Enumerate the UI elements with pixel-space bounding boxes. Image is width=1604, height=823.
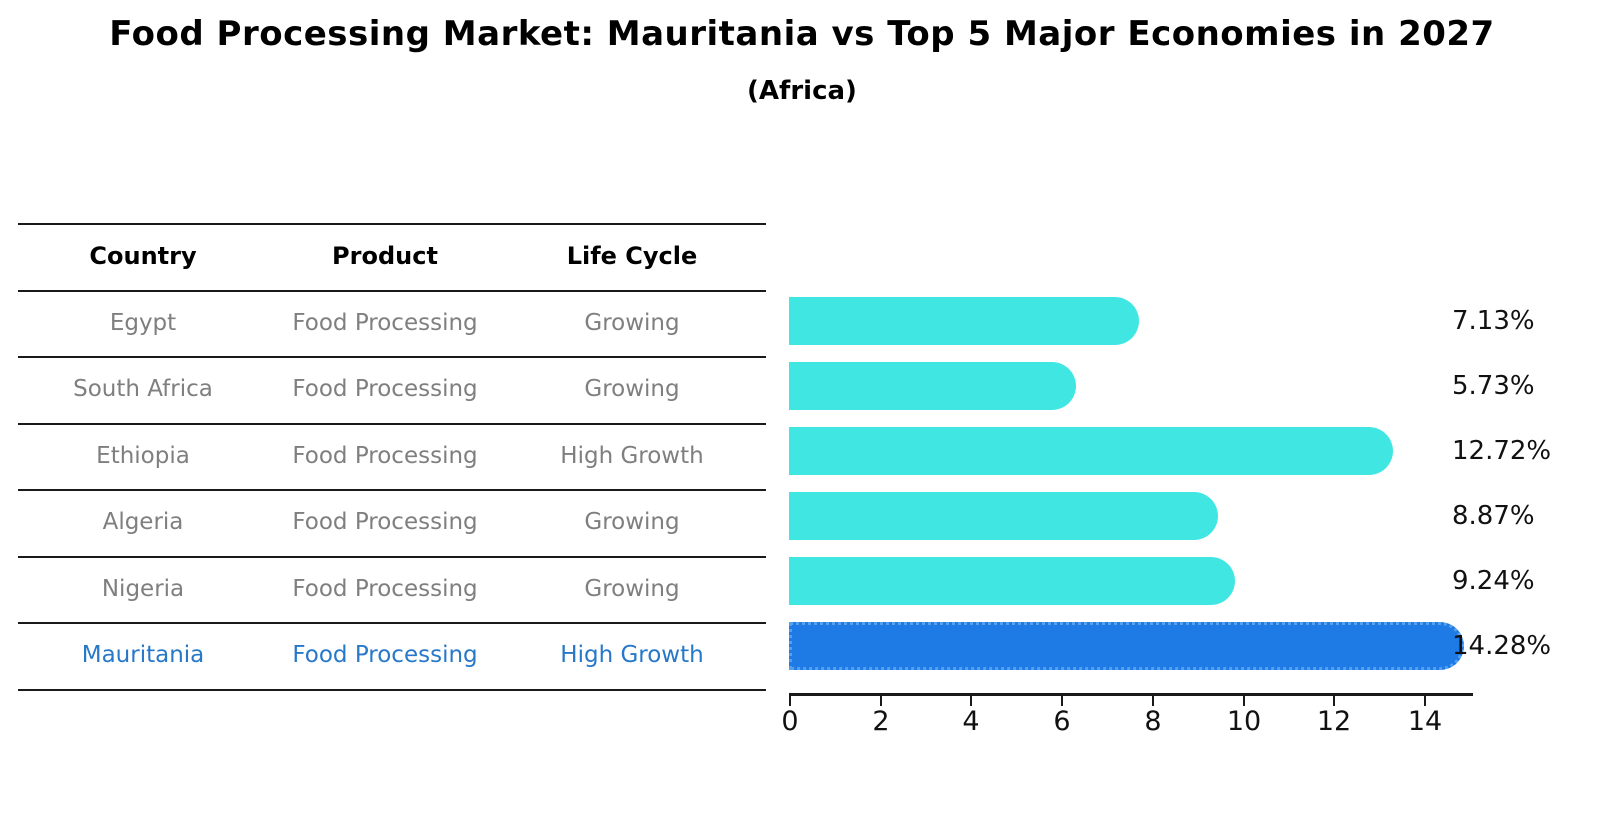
table-rule [18,622,766,624]
cell-country-nigeria: Nigeria [101,576,185,602]
cell-country-ethiopia: Ethiopia [96,443,190,469]
x-tick [1424,696,1426,706]
bar-algeria [789,492,1218,540]
x-tick [1243,696,1245,706]
cell-product-nigeria: Food Processing [292,576,478,602]
chart-title: Food Processing Market: Mauritania vs To… [109,14,1495,54]
cell-life_cycle-nigeria: Growing [584,576,680,602]
table-header-product: Product [332,242,438,270]
bar-south-africa [789,362,1076,410]
cell-life_cycle-mauritania: High Growth [560,642,704,668]
table-rule [18,290,766,292]
x-tick [970,696,972,706]
x-tick-label: 12 [1316,706,1352,737]
x-axis-line [789,693,1473,696]
table-rule [18,356,766,358]
table-rule [18,556,766,558]
x-tick [1333,696,1335,706]
x-tick [1152,696,1154,706]
cell-product-south-africa: Food Processing [292,376,478,402]
table-rule [18,423,766,425]
chart-subtitle: (Africa) [747,76,857,106]
cell-product-ethiopia: Food Processing [292,443,478,469]
x-tick-label: 14 [1407,706,1443,737]
bar-mauritania [789,622,1464,670]
x-tick-label: 10 [1226,706,1262,737]
table-rule [18,489,766,491]
x-tick [1061,696,1063,706]
x-tick-label: 6 [1053,706,1071,737]
x-tick-label: 8 [1144,706,1162,737]
table-rule [18,223,766,225]
cell-life_cycle-algeria: Growing [584,509,680,535]
cell-country-south-africa: South Africa [73,376,213,402]
bar-ethiopia [789,427,1393,475]
value-label-algeria: 8.87% [1452,501,1535,531]
cell-country-egypt: Egypt [109,310,177,336]
cell-product-mauritania: Food Processing [292,642,478,668]
x-tick-label: 2 [872,706,890,737]
x-tick [880,696,882,706]
value-label-egypt: 7.13% [1452,306,1535,336]
cell-life_cycle-egypt: Growing [584,310,680,336]
x-tick [789,696,791,706]
x-tick-label: 0 [781,706,799,737]
cell-country-mauritania: Mauritania [81,642,205,668]
value-label-ethiopia: 12.72% [1452,436,1552,466]
cell-product-algeria: Food Processing [292,509,478,535]
value-label-south-africa: 5.73% [1452,371,1535,401]
cell-country-algeria: Algeria [102,509,184,535]
bar-nigeria [789,557,1235,605]
table-rule [18,689,766,691]
cell-product-egypt: Food Processing [292,310,478,336]
value-label-mauritania: 14.28% [1452,631,1552,661]
cell-life_cycle-ethiopia: High Growth [560,443,704,469]
value-label-nigeria: 9.24% [1452,566,1535,596]
bar-egypt [789,297,1139,345]
x-tick-label: 4 [962,706,980,737]
table-header-country: Country [89,242,197,270]
table-header-life-cycle: Life Cycle [566,242,698,270]
cell-life_cycle-south-africa: Growing [584,376,680,402]
